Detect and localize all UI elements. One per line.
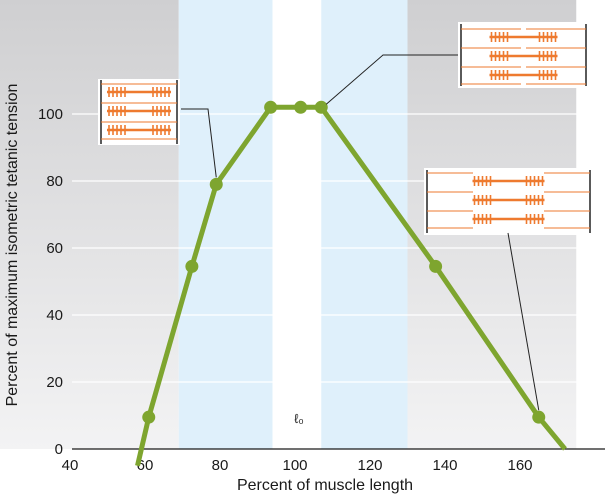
y-tick-40: 40 (46, 307, 63, 324)
x-tick-40: 40 (62, 457, 79, 474)
y-tick-20: 20 (46, 374, 63, 391)
sarcomere-diagram-optimal (458, 22, 588, 88)
y-tick-labels: 0 20 40 60 80 100 (38, 106, 63, 458)
series-line (135, 104, 567, 467)
data-markers (142, 100, 546, 424)
diagram-background (424, 168, 592, 235)
leader-lines (181, 54, 540, 411)
leader-line-short (181, 108, 217, 178)
y-axis-label: Percent of maximum isometric tetanic ten… (4, 84, 21, 407)
region-light-blue (321, 0, 408, 449)
region-light-blue (178, 0, 273, 449)
x-tick-140: 140 (432, 457, 457, 474)
data-point (264, 100, 278, 114)
x-tick-labels: 40 60 80 100 120 140 160 (62, 457, 533, 474)
x-tick-160: 160 (507, 457, 532, 474)
leader-line-optimal (325, 54, 458, 105)
region-gray (0, 0, 179, 449)
data-point (294, 100, 308, 114)
sarcomere-diagram-short (98, 79, 180, 145)
data-point (429, 259, 443, 273)
y-tick-100: 100 (38, 106, 63, 123)
sarcomere-diagram-long (424, 168, 592, 235)
data-point (185, 259, 199, 273)
y-tick-60: 60 (46, 240, 63, 257)
l0-annotation: ℓ₀ (294, 411, 304, 426)
y-tick-80: 80 (46, 173, 63, 190)
data-point (209, 177, 223, 191)
y-tick-0: 0 (55, 441, 63, 458)
leader-line-long (507, 232, 540, 411)
data-point (142, 410, 156, 424)
x-tick-100: 100 (282, 457, 307, 474)
x-axis-label: Percent of muscle length (237, 477, 413, 494)
x-tick-120: 120 (357, 457, 382, 474)
data-point (532, 410, 546, 424)
tension-curve (135, 104, 567, 467)
data-point (314, 100, 328, 114)
region-white (272, 0, 322, 449)
x-tick-80: 80 (212, 457, 229, 474)
